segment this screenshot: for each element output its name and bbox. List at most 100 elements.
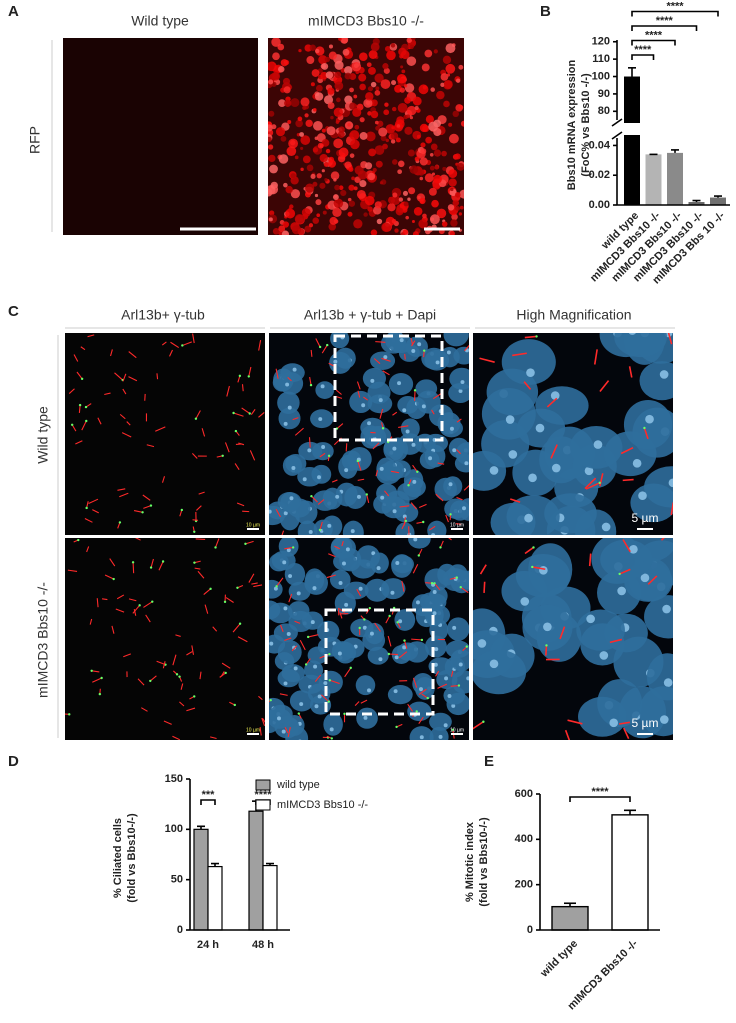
rfp-cell [440, 82, 445, 87]
rfp-cell [310, 82, 315, 87]
cilium [398, 425, 409, 429]
rfp-cell [441, 150, 447, 157]
bar [710, 197, 726, 205]
nucleus [333, 552, 357, 571]
nucleus-spot [451, 703, 456, 708]
centrosome [161, 560, 165, 563]
rfp-cell [268, 144, 274, 150]
centrosome [70, 423, 74, 426]
cilium [413, 390, 416, 401]
rfp-cell [342, 48, 350, 56]
rfp-cell [378, 127, 388, 137]
centrosome [422, 520, 425, 524]
rfp-cell [290, 98, 300, 108]
rfp-cell [425, 136, 432, 144]
rfp-cell [321, 62, 329, 70]
cilium [126, 421, 131, 426]
error-bar [628, 67, 636, 77]
nucleus [285, 453, 307, 473]
rfp-cell [336, 97, 341, 103]
cilium [339, 612, 343, 619]
cilium [418, 716, 424, 725]
nucleus-spot [550, 391, 560, 400]
rfp-cell [367, 206, 373, 212]
nucleus-spot [379, 466, 384, 471]
cilium [92, 509, 99, 514]
rfp-cell [338, 38, 342, 41]
nucleus-spot [283, 681, 288, 686]
cilium [411, 638, 422, 641]
cilium [437, 462, 445, 465]
y-tick-label: 600 [515, 788, 533, 800]
rfp-cell [409, 44, 414, 50]
rfp-cell [442, 55, 452, 64]
cilium [92, 677, 102, 683]
rfp-cell [359, 180, 367, 188]
nucleus-spot [370, 378, 375, 383]
rfp-cell [353, 186, 358, 191]
cilium [143, 505, 152, 509]
rfp-cell [338, 147, 349, 158]
cilium [392, 411, 398, 416]
cilium [336, 423, 344, 429]
cilium [450, 670, 454, 677]
nucleus-spot [434, 647, 439, 652]
nucleus-spot [320, 384, 325, 389]
nucleus-spot [415, 600, 420, 605]
centrosome [149, 679, 152, 683]
cilium [237, 636, 248, 643]
centrosome [238, 374, 242, 378]
nucleus-spot [283, 606, 288, 611]
rfp-cell [356, 189, 366, 199]
rfp-cell [429, 152, 434, 157]
rfp-cell [400, 65, 404, 69]
nucleus-spot [412, 479, 417, 484]
rfp-cell [301, 208, 311, 217]
rfp-cell [282, 221, 290, 228]
nucleus [281, 664, 305, 683]
nucleus [397, 642, 419, 661]
nucleus-spot [397, 381, 402, 386]
cilium [319, 452, 326, 458]
nucleus [365, 622, 385, 645]
scale-label: 5 µm [632, 716, 659, 730]
rfp-cell [334, 60, 344, 70]
rfp-cell [385, 138, 390, 143]
centrosome [416, 470, 419, 473]
cilium [456, 496, 463, 501]
cilium [319, 653, 330, 659]
nucleus [639, 361, 673, 401]
rfp-cell [420, 142, 426, 148]
nucleus-spot [432, 611, 437, 616]
rfp-cell [402, 190, 408, 196]
cilium [328, 553, 336, 558]
rfp-cell [372, 167, 377, 173]
rfp-cell [436, 90, 445, 100]
cilium [258, 340, 262, 351]
significance-bracket [631, 54, 655, 60]
rfp-cell [316, 173, 322, 179]
rfp-cell [370, 229, 378, 235]
cilium [460, 586, 469, 594]
nucleus-spot [277, 716, 281, 721]
rfp-cell [374, 73, 384, 83]
cilium [388, 653, 399, 656]
cilium [169, 349, 174, 357]
rfp-cell [304, 113, 309, 118]
rfp-cell [458, 64, 464, 70]
nucleus-spot [323, 681, 328, 686]
rfp-cell [368, 66, 376, 75]
nucleus-spot [413, 538, 418, 542]
rfp-cell [285, 208, 296, 219]
cilium [431, 409, 435, 415]
x-tick-label: 24 h [197, 939, 219, 951]
cilium [399, 505, 410, 508]
rfp-cell [358, 73, 367, 82]
rfp-cell [367, 172, 376, 181]
rfp-cell [364, 162, 373, 170]
rfp-cell [329, 216, 338, 225]
nucleus [397, 433, 422, 455]
nucleus [269, 704, 293, 724]
y-axis-title: Bbs10 mRNA expression [566, 60, 578, 191]
centrosome [309, 383, 313, 387]
